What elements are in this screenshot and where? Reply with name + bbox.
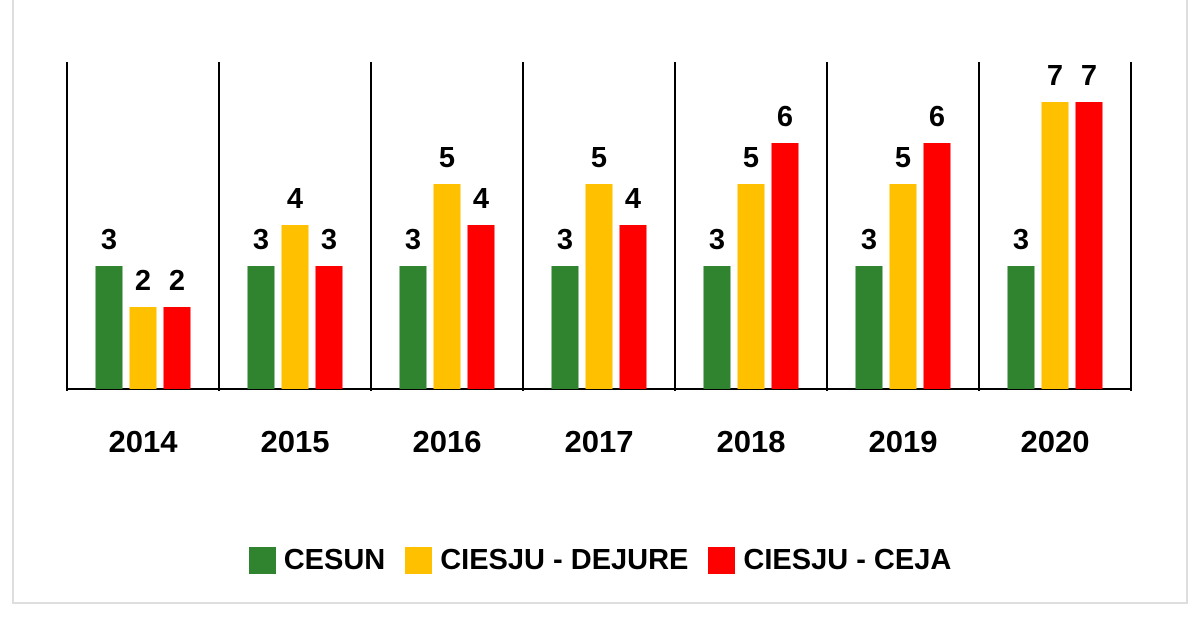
data-label: 6 bbox=[777, 101, 793, 133]
data-label: 3 bbox=[861, 224, 877, 256]
bar bbox=[1041, 102, 1069, 389]
bar bbox=[703, 266, 731, 389]
data-label: 3 bbox=[321, 224, 337, 256]
bar bbox=[923, 143, 951, 389]
x-tick-label: 2020 bbox=[1021, 424, 1090, 459]
bar bbox=[771, 143, 799, 389]
bar bbox=[889, 184, 917, 389]
data-label: 3 bbox=[709, 224, 725, 256]
data-label: 5 bbox=[439, 142, 455, 174]
data-label: 6 bbox=[929, 101, 945, 133]
bar bbox=[399, 266, 427, 389]
bar bbox=[551, 266, 579, 389]
bar bbox=[855, 266, 883, 389]
data-label: 5 bbox=[743, 142, 759, 174]
data-label: 2 bbox=[169, 265, 185, 297]
bar bbox=[1007, 266, 1035, 389]
bar bbox=[163, 307, 191, 389]
bar bbox=[281, 225, 309, 389]
bar bbox=[1075, 102, 1103, 389]
bar bbox=[737, 184, 765, 389]
legend: CESUN CIESJU - DEJURE CIESJU - CEJA bbox=[0, 538, 1200, 582]
legend-label: CIESJU - CEJA bbox=[743, 543, 952, 576]
bar bbox=[95, 266, 123, 389]
legend-swatch bbox=[248, 546, 276, 574]
legend-label: CIESJU - DEJURE bbox=[440, 543, 689, 576]
data-label: 2 bbox=[135, 265, 151, 297]
bar bbox=[315, 266, 343, 389]
legend-item: CIESJU - DEJURE bbox=[405, 544, 688, 577]
data-label: 5 bbox=[591, 142, 607, 174]
x-tick-label: 2016 bbox=[413, 424, 482, 459]
legend-item: CESUN bbox=[248, 543, 386, 577]
bar bbox=[129, 307, 157, 389]
bar bbox=[619, 225, 647, 389]
bar bbox=[247, 266, 275, 389]
data-label: 4 bbox=[287, 183, 303, 215]
legend-item: CIESJU - CEJA bbox=[708, 544, 951, 577]
data-label: 3 bbox=[253, 224, 269, 256]
x-tick-label: 2019 bbox=[869, 424, 938, 459]
data-label: 3 bbox=[101, 224, 117, 256]
legend-label: CESUN bbox=[283, 543, 386, 576]
x-tick-label: 2015 bbox=[261, 424, 330, 459]
x-tick-label: 2018 bbox=[717, 424, 786, 459]
bar bbox=[467, 225, 495, 389]
data-label: 7 bbox=[1081, 60, 1097, 92]
data-label: 7 bbox=[1047, 60, 1063, 92]
bar bbox=[585, 184, 613, 389]
x-tick-label: 2014 bbox=[109, 424, 179, 459]
data-label: 4 bbox=[625, 183, 641, 215]
data-label: 3 bbox=[405, 224, 421, 256]
data-label: 3 bbox=[557, 224, 573, 256]
legend-swatch bbox=[708, 546, 736, 574]
data-label: 3 bbox=[1013, 224, 1029, 256]
x-tick-label: 2017 bbox=[565, 424, 634, 459]
data-label: 5 bbox=[895, 142, 911, 174]
data-label: 4 bbox=[473, 183, 489, 215]
legend-swatch bbox=[405, 546, 433, 574]
bar bbox=[433, 184, 461, 389]
